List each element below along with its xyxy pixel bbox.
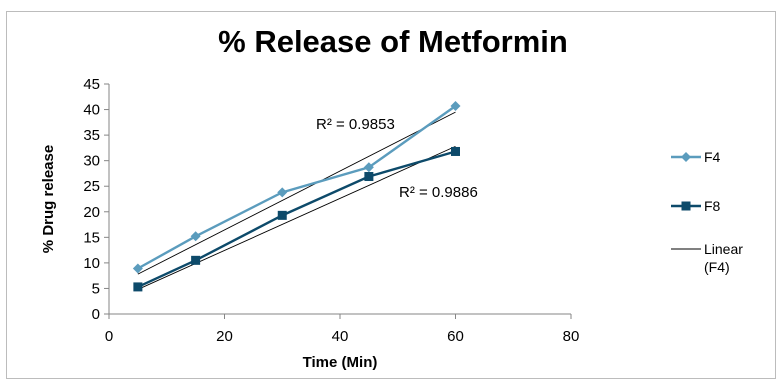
data-point <box>132 263 143 274</box>
legend: F4 F8 Linear (F4) <box>671 149 743 275</box>
y-tick-label: 45 <box>83 76 100 93</box>
legend-label-linear-f4-line2: (F4) <box>704 259 730 275</box>
y-tick-label: 0 <box>92 306 100 323</box>
legend-label-f8: F8 <box>704 198 721 214</box>
r-squared-label: R² = 0.9853 <box>316 116 395 133</box>
legend-marker <box>681 201 691 211</box>
legend-label-linear-f4: Linear <box>704 241 743 257</box>
x-tick-label: 80 <box>563 328 580 345</box>
trendline <box>137 111 456 275</box>
y-tick-label: 40 <box>83 102 100 119</box>
legend-label-f4: F4 <box>704 149 721 165</box>
x-tick-label: 0 <box>105 328 113 345</box>
trendline <box>137 145 456 290</box>
chart-frame: % Release of Metformin 0 5 10 15 20 25 30 35 40 4… <box>6 11 776 379</box>
data-point <box>450 100 461 111</box>
y-tick-label: 35 <box>83 127 100 144</box>
y-tick-label: 30 <box>83 153 100 170</box>
data-point <box>277 210 287 220</box>
annotation-layer: R² = 0.9853 R² = 0.9886 <box>316 116 478 201</box>
data-point <box>133 282 143 292</box>
axes: 0 5 10 15 20 25 30 35 40 45 0 20 40 60 80 Time (Min) % D… <box>40 76 579 371</box>
data-point <box>363 162 374 173</box>
x-tick-label: 20 <box>216 328 233 345</box>
series-line-f8 <box>137 150 456 289</box>
data-point <box>190 231 201 242</box>
y-tick-label: 10 <box>83 255 100 272</box>
y-axis-title: % Drug release <box>40 145 57 253</box>
chart-svg: % Release of Metformin 0 5 10 15 20 25 30 35 40 4… <box>40 24 743 371</box>
series-layer <box>132 100 461 292</box>
x-tick-label: 40 <box>332 328 349 345</box>
r-squared-label: R² = 0.9886 <box>399 184 478 201</box>
data-point <box>277 187 288 198</box>
y-tick-label: 25 <box>83 178 100 195</box>
x-tick-label: 60 <box>447 328 464 345</box>
trendline-layer <box>137 111 456 290</box>
data-point <box>451 146 460 156</box>
y-tick-label: 15 <box>83 229 100 246</box>
data-point <box>364 172 374 182</box>
y-tick-label: 20 <box>83 204 100 221</box>
legend-marker <box>681 152 691 162</box>
chart-title: % Release of Metformin <box>218 24 568 59</box>
x-axis-title: Time (Min) <box>303 354 378 371</box>
data-point <box>191 255 201 265</box>
y-tick-label: 5 <box>92 280 100 297</box>
